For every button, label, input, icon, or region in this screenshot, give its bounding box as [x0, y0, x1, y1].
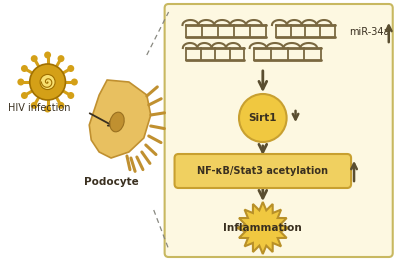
- Circle shape: [67, 92, 74, 99]
- FancyBboxPatch shape: [174, 154, 351, 188]
- Text: NF-κB/Stat3 acetylation: NF-κB/Stat3 acetylation: [197, 166, 328, 176]
- Text: HIV infection: HIV infection: [8, 103, 70, 113]
- Circle shape: [71, 79, 78, 86]
- Polygon shape: [237, 202, 288, 254]
- Ellipse shape: [110, 112, 124, 132]
- Text: Inflammation: Inflammation: [224, 223, 302, 233]
- Circle shape: [239, 94, 287, 142]
- Circle shape: [40, 74, 55, 89]
- Circle shape: [30, 64, 66, 100]
- Circle shape: [17, 79, 24, 86]
- Polygon shape: [89, 80, 151, 158]
- Text: Sirt1: Sirt1: [248, 113, 277, 123]
- Circle shape: [58, 102, 64, 109]
- Circle shape: [21, 92, 28, 99]
- Circle shape: [31, 55, 38, 62]
- Circle shape: [44, 106, 51, 113]
- Text: miR-34a: miR-34a: [349, 27, 390, 37]
- Circle shape: [67, 65, 74, 72]
- Circle shape: [58, 55, 64, 62]
- Circle shape: [44, 51, 51, 58]
- Circle shape: [31, 102, 38, 109]
- Circle shape: [21, 65, 28, 72]
- Text: Podocyte: Podocyte: [84, 177, 138, 187]
- FancyBboxPatch shape: [165, 4, 393, 257]
